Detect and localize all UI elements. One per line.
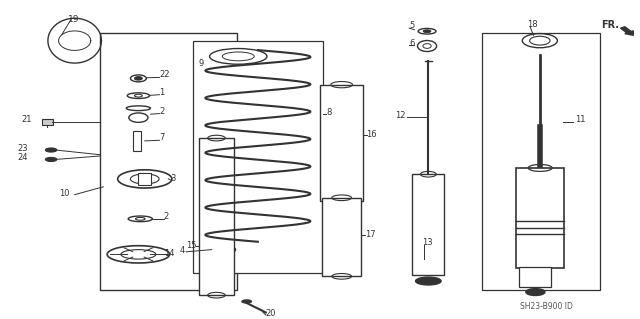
- Bar: [320, 85, 364, 201]
- Bar: [516, 168, 564, 269]
- Ellipse shape: [220, 248, 229, 251]
- Ellipse shape: [526, 289, 545, 295]
- Text: 11: 11: [575, 115, 586, 124]
- Text: 15: 15: [186, 241, 196, 250]
- Bar: [193, 41, 323, 273]
- Ellipse shape: [415, 277, 441, 285]
- Bar: [138, 173, 151, 185]
- Ellipse shape: [423, 30, 431, 33]
- Text: 8: 8: [326, 108, 332, 117]
- Bar: [133, 131, 141, 151]
- Bar: [100, 33, 237, 291]
- FancyArrow shape: [621, 27, 634, 35]
- Text: 9: 9: [199, 59, 204, 68]
- Text: 5: 5: [409, 21, 415, 30]
- Text: 1: 1: [159, 88, 164, 97]
- Ellipse shape: [134, 77, 142, 80]
- Bar: [42, 119, 53, 125]
- Text: 23: 23: [17, 144, 28, 153]
- Text: 4: 4: [180, 246, 185, 255]
- Bar: [412, 174, 444, 275]
- Text: 24: 24: [17, 153, 28, 162]
- Text: 6: 6: [409, 39, 415, 48]
- Text: SH23-B900 ID: SH23-B900 ID: [520, 302, 573, 311]
- Text: 12: 12: [395, 111, 406, 120]
- Text: 17: 17: [365, 230, 375, 239]
- Bar: [322, 198, 362, 276]
- Ellipse shape: [242, 300, 252, 303]
- Bar: [483, 33, 600, 291]
- Text: 22: 22: [159, 70, 170, 79]
- Text: FR.: FR.: [601, 20, 619, 30]
- Text: 21: 21: [22, 115, 32, 124]
- Text: 13: 13: [422, 238, 433, 247]
- Bar: [520, 267, 551, 287]
- Text: 7: 7: [159, 133, 164, 142]
- Text: 20: 20: [266, 308, 276, 318]
- Bar: [199, 138, 234, 295]
- Ellipse shape: [45, 148, 57, 152]
- Text: 19: 19: [68, 15, 80, 24]
- Text: 14: 14: [164, 249, 174, 258]
- Text: 10: 10: [59, 189, 69, 198]
- Text: 3: 3: [170, 174, 175, 183]
- Ellipse shape: [45, 157, 57, 161]
- Text: 2: 2: [159, 107, 164, 115]
- Text: 16: 16: [367, 130, 377, 139]
- Text: 2: 2: [164, 212, 169, 221]
- Text: 18: 18: [527, 19, 538, 28]
